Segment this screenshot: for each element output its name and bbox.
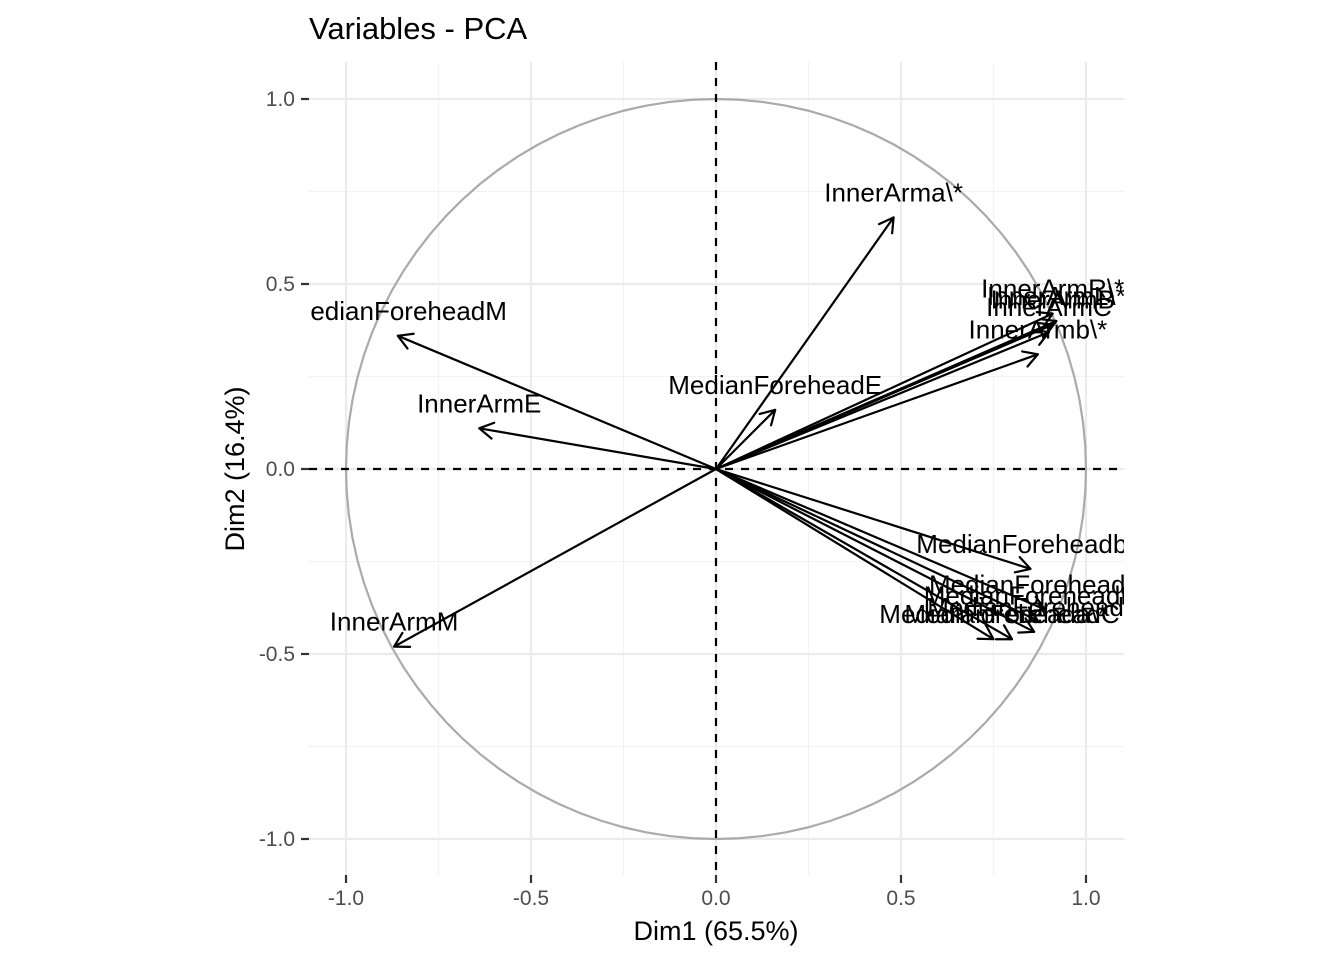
label-medianforeheadl: MedianForeheadL\*	[924, 581, 1152, 611]
x-axis-title: Dim1 (65.5%)	[633, 916, 798, 946]
plot-panel: InnerArma\*InnerArmR\*InnerArmL\*InnerAr…	[289, 62, 1162, 875]
x-tick-label: 0.5	[886, 887, 915, 910]
label-innerarma: InnerArma\*	[824, 177, 963, 207]
label-medianforeheadm: MedianForeheadM	[289, 296, 507, 326]
label-innerarmb: InnerArmb\*	[969, 314, 1108, 344]
x-tick-label: -0.5	[513, 887, 549, 910]
label-medianforeheada: MedianForeheada\*	[879, 599, 1107, 629]
arrow-medianforeheadb	[714, 467, 1036, 634]
chart-title: Variables - PCA	[309, 11, 528, 46]
arrow-medianforeheada	[714, 467, 995, 641]
arrow-innerarmc	[714, 328, 1051, 471]
arrow-medianforeheadb	[714, 467, 1032, 574]
x-tick-label: 0.0	[701, 887, 730, 910]
arrow-innerarma	[714, 216, 895, 471]
label-innerarmr: InnerArmR\*	[981, 274, 1124, 304]
label-medianforeheadb: MedianForeheadB	[927, 592, 1141, 622]
arrow-innerarmb	[714, 350, 1039, 471]
y-tick-label: -0.5	[259, 643, 295, 666]
label-medianforeheade: MedianForeheadE	[668, 370, 882, 400]
arrow-innerarmm	[393, 467, 718, 649]
x-tick-label: -1.0	[328, 887, 364, 910]
y-tick-label: 0.5	[266, 273, 295, 296]
x-tick-label: 1.0	[1071, 887, 1100, 910]
variable-labels: InnerArma\*InnerArmR\*InnerArmL\*InnerAr…	[289, 177, 1162, 637]
arrow-medianforeheadr	[714, 467, 1047, 613]
arrow-medianforeheade	[714, 408, 777, 471]
arrow-medianforeheadc	[714, 467, 1014, 641]
x-axis-ticks: -1.0 -0.5 0.0 0.5 1.0	[328, 875, 1101, 910]
label-innerarme: InnerArmE	[417, 388, 541, 418]
arrow-innerarme	[478, 421, 718, 471]
label-innerarmm: InnerArmM	[330, 607, 459, 637]
y-tick-label: -1.0	[259, 828, 295, 851]
label-medianforeheadc: MedianForeheadC	[904, 599, 1119, 629]
arrow-medianforeheadm	[396, 332, 718, 471]
label-innerarml: InnerArmL\*	[987, 281, 1126, 311]
variable-arrows	[393, 216, 1058, 649]
arrow-innerarmr	[714, 311, 1054, 471]
y-axis-ticks: -1.0 -0.5 0.0 0.5 1.0	[259, 88, 309, 851]
label-medianforeheadb: MedianForeheadb\*	[916, 529, 1144, 559]
y-axis-title: Dim2 (16.4%)	[220, 386, 250, 551]
y-tick-label: 1.0	[266, 88, 295, 111]
label-medianforeheadr: MedianForeheadR\*	[929, 570, 1162, 600]
label-innerarmc: InnerArmC	[986, 292, 1112, 322]
label-innerarmb: InnerArmB	[991, 285, 1115, 315]
y-tick-label: 0.0	[266, 458, 295, 481]
